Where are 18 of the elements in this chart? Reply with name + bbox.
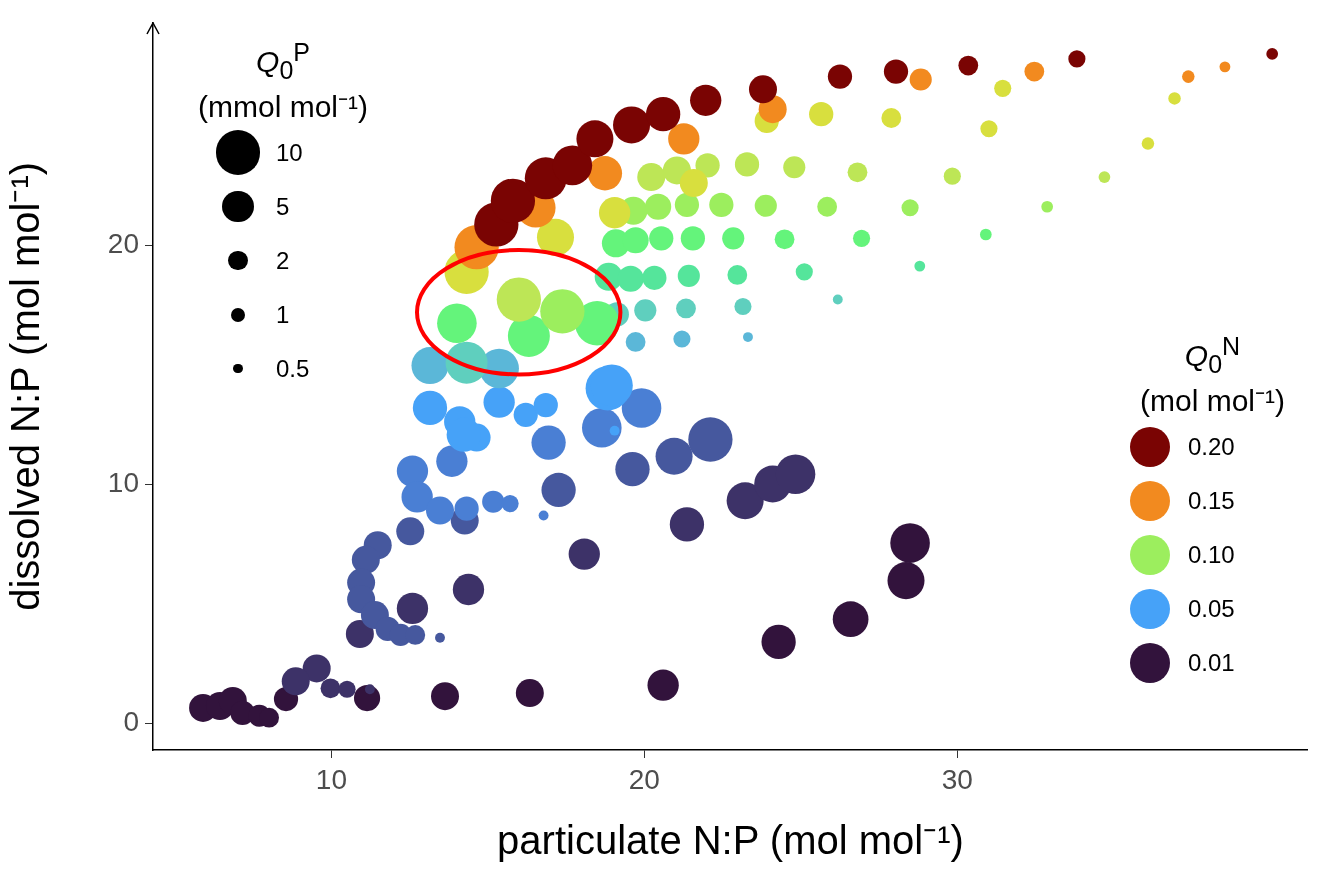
- legend-label: 0.20: [1187, 432, 1235, 461]
- y-tick-label: 10: [107, 467, 139, 499]
- legend-label: 10: [275, 138, 303, 167]
- y-tick-label: 0: [123, 706, 139, 738]
- y-tick-label: 20: [107, 227, 139, 259]
- legend-label: 1: [275, 300, 290, 329]
- legend-label: 0.5: [275, 354, 310, 383]
- legend-label: 0.01: [1187, 648, 1235, 677]
- y-axis-title: dissolved N:P (mol mol⁻¹): [3, 161, 48, 611]
- legend-label: 5: [275, 192, 290, 221]
- x-tick-label: 20: [628, 763, 660, 795]
- x-axis-title: particulate N:P (mol mol⁻¹): [497, 818, 964, 863]
- x-tick-label: 10: [315, 763, 347, 795]
- legend-label: 0.15: [1187, 486, 1235, 515]
- legend-label: 0.10: [1187, 540, 1235, 569]
- legend-label: 0.05: [1187, 594, 1235, 623]
- x-tick-label: 30: [941, 763, 973, 795]
- legend-label: 2: [275, 246, 290, 275]
